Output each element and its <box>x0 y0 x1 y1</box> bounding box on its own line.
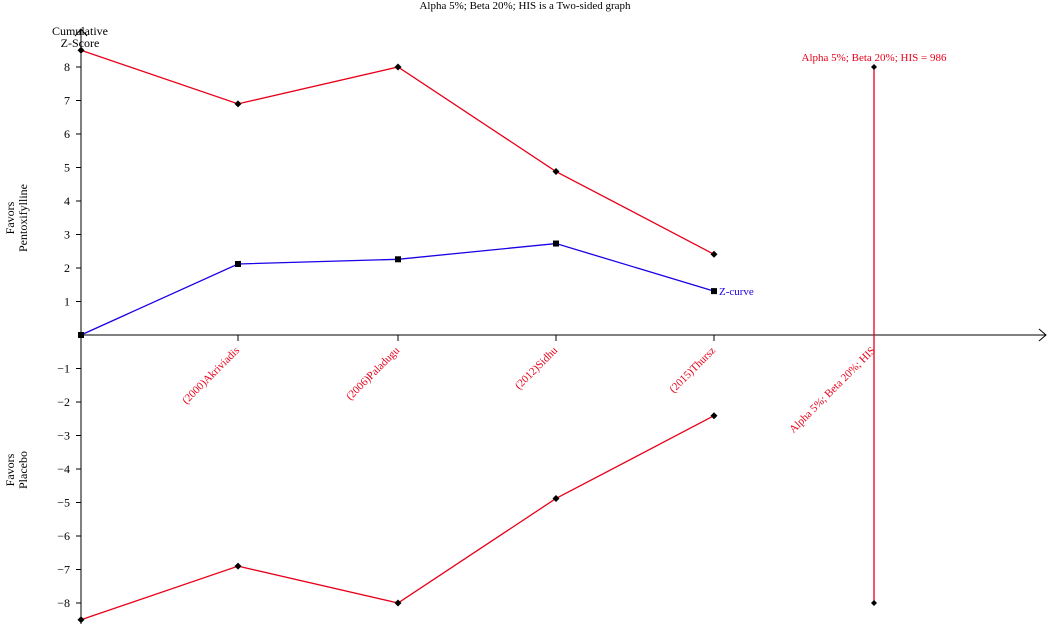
series-point <box>394 63 402 71</box>
y-tick-label: 3 <box>64 228 70 242</box>
chart-title: Alpha 5%; Beta 20%; HIS is a Two-sided g… <box>419 0 631 12</box>
series-point <box>234 100 242 108</box>
series-point <box>395 256 401 263</box>
series-point <box>394 599 402 607</box>
series-point <box>234 562 242 570</box>
his-label: Alpha 5%; Beta 20%; HIS = 986 <box>802 52 947 64</box>
y-tick-label: 1 <box>64 295 70 309</box>
favors-lower-line2: Placebo <box>16 451 30 489</box>
series-point <box>77 46 85 54</box>
y-tick-label: 2 <box>64 261 70 275</box>
y-tick-label: 8 <box>64 60 70 74</box>
favors-lower-label: Favors Placebo <box>3 451 30 489</box>
series-point <box>78 332 84 338</box>
series-point <box>552 494 560 502</box>
series-layer: Alpha 5%; Beta 20%; HIS = 986 Z-curve <box>77 46 947 624</box>
x-axis-arrow <box>1038 328 1047 342</box>
y-tick-label: −4 <box>57 462 70 476</box>
y-tick-label: −2 <box>57 395 70 409</box>
x-category-label: Alpha 5%; Beta 20%; HIS <box>787 345 878 436</box>
y-tick-label: −8 <box>57 596 70 610</box>
y-axis-label-line1: Cumulative <box>52 24 108 38</box>
y-tick-label: −5 <box>57 496 70 510</box>
series-point <box>235 260 241 267</box>
favors-upper-line1: Favors <box>3 201 17 234</box>
y-tick-label: −3 <box>57 429 70 443</box>
series-line-1 <box>80 49 715 255</box>
series-label: Z-curve <box>719 286 754 298</box>
x-category-label: (2000)Akriviadis <box>180 345 242 407</box>
x-category-labels: (2000)Akriviadis (2006)Paladugu (2012)Sidh… <box>180 335 878 436</box>
x-category-label: (2015)Thursz <box>667 345 718 396</box>
his-marker <box>871 64 877 70</box>
series-point <box>710 412 718 420</box>
favors-upper-label: Favors Pentoxifylline <box>3 184 30 252</box>
y-tick-label: −6 <box>57 529 70 543</box>
y-tick-label: 4 <box>64 194 70 208</box>
series-point <box>552 168 560 176</box>
x-category-label: (2006)Paladugu <box>344 344 403 403</box>
favors-lower-line1: Favors <box>3 453 17 486</box>
y-axis-arrow <box>74 28 88 37</box>
series-point <box>710 250 718 258</box>
series-line-2 <box>80 415 715 621</box>
y-tick-label: −7 <box>57 563 70 577</box>
y-axis-label-line2: Z-Score <box>61 36 100 50</box>
y-ticks: 8 7 6 5 4 3 2 1 −1 −2 −3 −4 −5 −6 −7 −8 <box>57 60 81 610</box>
x-category-label: (2012)Sidhu <box>513 344 561 392</box>
y-tick-label: −1 <box>57 362 70 376</box>
series-point <box>711 288 717 295</box>
y-tick-label: 6 <box>64 127 70 141</box>
series-point <box>553 240 559 247</box>
y-tick-label: 7 <box>64 94 70 108</box>
series-point <box>77 616 85 624</box>
his-marker <box>871 600 877 606</box>
favors-upper-line2: Pentoxifylline <box>16 184 30 252</box>
y-tick-label: 5 <box>64 161 70 175</box>
axes <box>74 28 1047 624</box>
